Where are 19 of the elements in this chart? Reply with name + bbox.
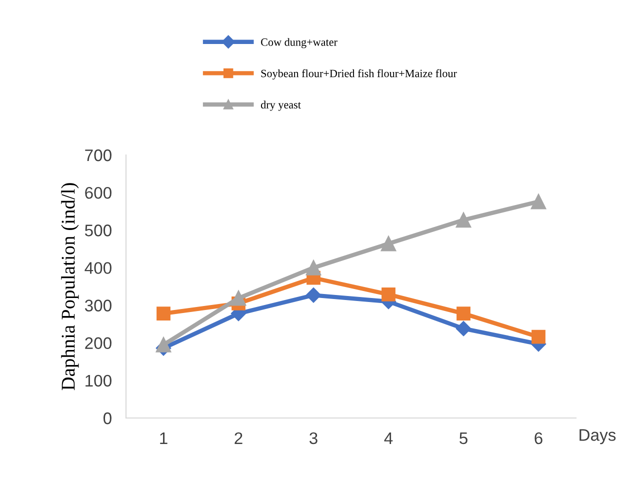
x-axis-title: Days — [580, 429, 616, 444]
x-tick-label: 3 — [310, 432, 318, 444]
x-tick-label: 2 — [234, 432, 242, 444]
y-tick-label: 700 — [85, 149, 112, 162]
y-tick-label: 200 — [85, 337, 112, 350]
y-tick-label: 400 — [84, 262, 112, 274]
y-axis-title: Daphnia Population (ind/l) — [61, 183, 79, 390]
x-tick-label: 1 — [160, 432, 168, 444]
legend-label: dry yeast — [260, 100, 301, 111]
y-tick-label: 0 — [103, 412, 112, 424]
x-tick-label: 6 — [534, 432, 542, 444]
legend-label: Soybean flour+Dried fish flour+Maize flour — [261, 69, 457, 80]
y-tick-label: 300 — [84, 300, 112, 312]
y-tick-label: 100 — [86, 374, 112, 387]
x-tick-label: 4 — [384, 432, 393, 444]
y-tick-label: 500 — [84, 224, 112, 236]
legend-label: Cow dung+water — [261, 38, 338, 48]
x-tick-label: 5 — [460, 432, 468, 444]
y-tick-label: 600 — [85, 186, 112, 199]
